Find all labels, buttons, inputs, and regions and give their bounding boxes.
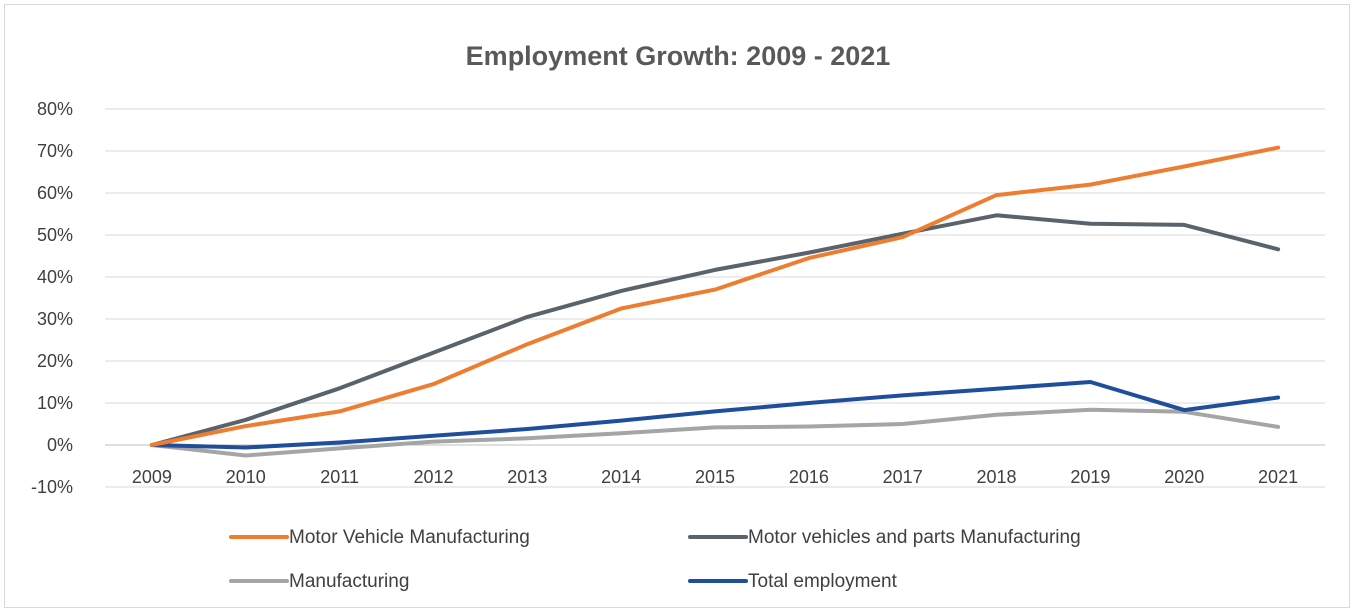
x-tick-label: 2019 xyxy=(1070,467,1110,487)
y-tick-label: -10% xyxy=(31,477,73,497)
y-tick-label: 50% xyxy=(37,225,73,245)
x-tick-label: 2020 xyxy=(1164,467,1204,487)
legend: Motor Vehicle Manufacturing Motor vehicle… xyxy=(229,527,1081,592)
x-axis-tick-labels: 2009 2010 2011 2012 2013 2014 2015 2016 2017 2018… xyxy=(132,467,1298,487)
y-tick-label: 30% xyxy=(37,309,73,329)
line-chart: Employment Growth: 2009 - 2021 -10% 0% 10%… xyxy=(31,41,1325,592)
x-tick-label: 2016 xyxy=(789,467,829,487)
x-tick-label: 2018 xyxy=(977,467,1017,487)
legend-item: Motor vehicles and parts Manufacturing xyxy=(688,527,1081,548)
x-tick-label: 2012 xyxy=(413,467,453,487)
legend-item: Manufacturing xyxy=(229,571,409,592)
x-tick-label: 2013 xyxy=(507,467,547,487)
legend-item: Total employment xyxy=(688,571,898,592)
x-tick-label: 2015 xyxy=(695,467,735,487)
gridlines xyxy=(105,108,1325,488)
x-tick-label: 2011 xyxy=(320,467,359,487)
series-line-total-employment xyxy=(149,380,1281,450)
x-tick-label: 2014 xyxy=(601,467,641,487)
series-line-motor-vehicles-and-parts-manufacturing xyxy=(149,213,1281,447)
series-lines xyxy=(149,145,1281,458)
legend-label: Manufacturing xyxy=(289,571,409,592)
y-tick-label: 70% xyxy=(37,141,73,161)
y-tick-label: 10% xyxy=(37,393,73,413)
legend-label: Total employment xyxy=(748,571,898,592)
x-tick-label: 2017 xyxy=(883,467,923,487)
y-tick-label: 80% xyxy=(37,99,73,119)
x-tick-label: 2010 xyxy=(226,467,266,487)
y-axis-tick-labels: -10% 0% 10% 20% 30% 40% 50% 60% 70% 80% xyxy=(31,99,73,497)
series-line-manufacturing xyxy=(149,407,1281,458)
chart-frame: Employment Growth: 2009 - 2021 -10% 0% 10%… xyxy=(4,4,1350,608)
y-tick-label: 20% xyxy=(37,351,73,371)
y-tick-label: 0% xyxy=(47,435,73,455)
legend-item: Motor Vehicle Manufacturing xyxy=(229,527,530,548)
chart-title: Employment Growth: 2009 - 2021 xyxy=(466,41,891,71)
y-tick-label: 60% xyxy=(37,183,73,203)
series-line-motor-vehicle-manufacturing xyxy=(149,145,1281,447)
legend-label: Motor Vehicle Manufacturing xyxy=(289,527,530,548)
legend-label: Motor vehicles and parts Manufacturing xyxy=(748,527,1081,548)
y-tick-label: 40% xyxy=(37,267,73,287)
x-tick-label: 2021 xyxy=(1258,467,1298,487)
x-tick-label: 2009 xyxy=(132,467,172,487)
